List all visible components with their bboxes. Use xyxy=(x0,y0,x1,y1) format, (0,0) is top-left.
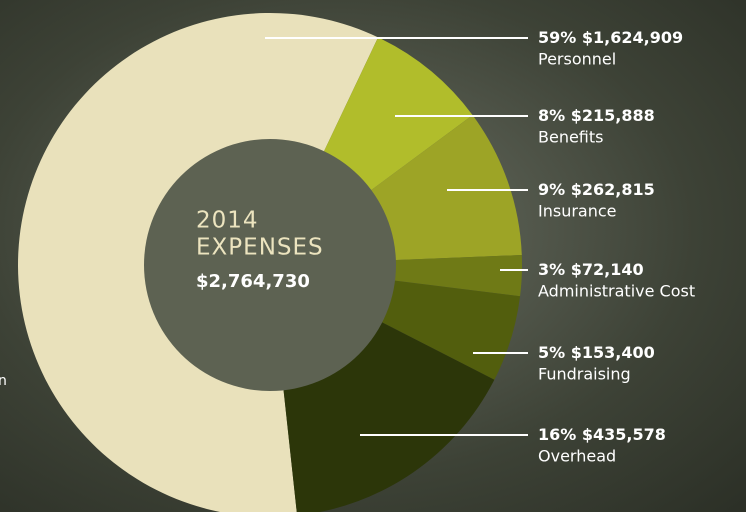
amount-label: $72,140 xyxy=(571,260,644,279)
category-label: Benefits xyxy=(538,128,604,147)
value-label: 8% $215,888 xyxy=(538,106,655,125)
title-line: 2014 xyxy=(196,208,259,234)
percent-label: 3% xyxy=(538,260,565,279)
category-label: Overhead xyxy=(538,447,616,466)
category-label: Administrative Cost xyxy=(538,282,695,301)
donut-hole xyxy=(144,139,396,391)
value-label: 59% $1,624,909 xyxy=(538,28,683,47)
percent-label: 8% xyxy=(538,106,565,125)
percent-label: 16% xyxy=(538,425,576,444)
category-label: Insurance xyxy=(538,202,617,221)
category-label: Fundraising xyxy=(538,365,631,384)
percent-label: 9% xyxy=(538,180,565,199)
category-label: Personnel xyxy=(538,50,616,69)
value-label: 3% $72,140 xyxy=(538,260,644,279)
amount-label: $153,400 xyxy=(571,343,655,362)
side-text: n xyxy=(0,373,7,389)
amount-label: $435,578 xyxy=(582,425,666,444)
amount-label: $215,888 xyxy=(571,106,655,125)
value-label: 5% $153,400 xyxy=(538,343,655,362)
title-line: EXPENSES xyxy=(196,235,324,261)
value-label: 16% $435,578 xyxy=(538,425,666,444)
value-label: 9% $262,815 xyxy=(538,180,655,199)
percent-label: 5% xyxy=(538,343,565,362)
percent-label: 59% xyxy=(538,28,576,47)
amount-label: $1,624,909 xyxy=(582,28,683,47)
total: $2,764,730 xyxy=(196,271,310,292)
amount-label: $262,815 xyxy=(571,180,655,199)
